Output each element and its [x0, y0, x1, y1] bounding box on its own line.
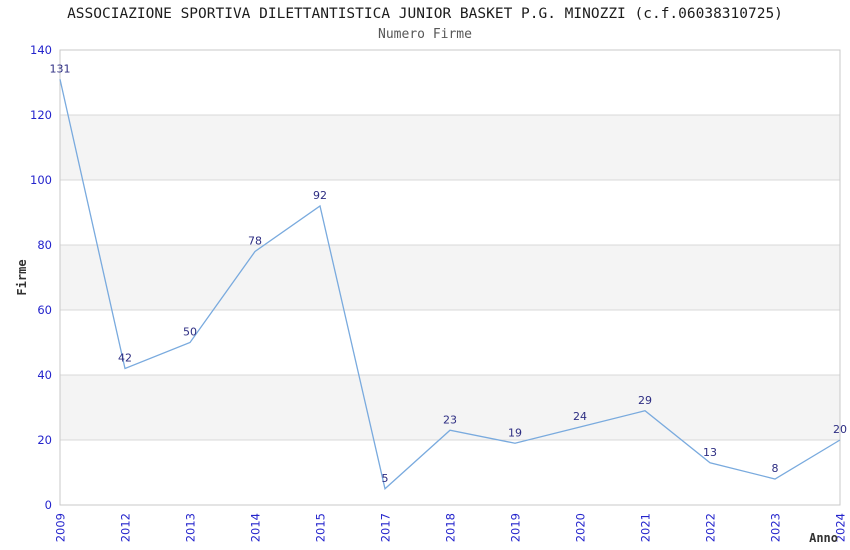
data-point-label: 23 [443, 413, 457, 426]
x-axis-title: Anno [809, 531, 838, 545]
y-tick-label: 80 [37, 238, 52, 252]
plot-band [60, 375, 840, 440]
y-tick-label: 140 [30, 43, 52, 57]
data-point-label: 78 [248, 235, 262, 248]
x-tick-label: 2024 [834, 513, 848, 542]
data-point-label: 13 [703, 446, 717, 459]
data-point-label: 5 [382, 472, 389, 485]
y-axis-title: Firme [15, 259, 29, 295]
chart-title: ASSOCIAZIONE SPORTIVA DILETTANTISTICA JU… [67, 6, 783, 22]
plot-border [59, 49, 841, 506]
plot-band [60, 115, 840, 180]
x-tick-label: 2020 [574, 513, 588, 542]
data-point-label: 19 [508, 426, 522, 439]
y-tick-label: 120 [30, 108, 52, 122]
y-tick-label: 40 [37, 368, 52, 382]
data-point-label: 92 [313, 189, 327, 202]
x-tick-label: 2019 [509, 513, 523, 542]
series-line [59, 79, 841, 490]
data-point-label: 42 [118, 352, 132, 365]
x-tick-label: 2014 [249, 513, 263, 542]
data-point-label: 29 [638, 394, 652, 407]
x-tick-label: 2022 [704, 513, 718, 542]
x-tick-label: 2013 [184, 513, 198, 542]
x-tick-label: 2009 [54, 513, 68, 542]
y-tick-label: 0 [45, 498, 52, 512]
data-point-label: 8 [772, 462, 779, 475]
x-tick-label: 2017 [379, 513, 393, 542]
x-tick-label: 2023 [769, 513, 783, 542]
y-tick-label: 60 [37, 303, 52, 317]
data-point-label: 24 [573, 410, 587, 423]
chart-subtitle: Numero Firme [378, 27, 472, 42]
x-tick-label: 2012 [119, 513, 133, 542]
y-tick-label: 20 [37, 433, 52, 447]
y-tick-label: 100 [30, 173, 52, 187]
x-tick-label: 2015 [314, 513, 328, 542]
data-point-label: 20 [833, 423, 847, 436]
x-tick-label: 2018 [444, 513, 458, 542]
plot-band [60, 245, 840, 310]
data-point-label: 131 [50, 62, 71, 75]
data-point-label: 50 [183, 326, 197, 339]
x-tick-label: 2021 [639, 513, 653, 542]
